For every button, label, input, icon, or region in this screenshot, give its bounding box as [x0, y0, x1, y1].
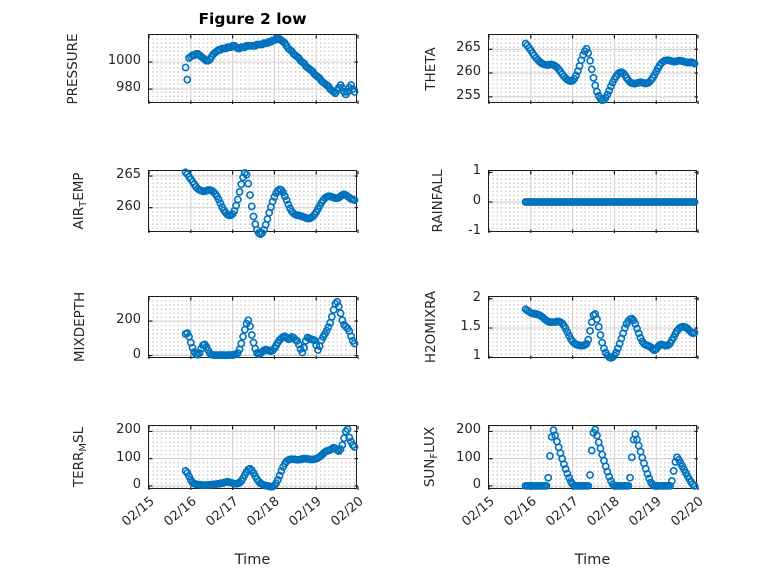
x-tick-label-col1: 02/16	[501, 494, 540, 530]
y-tick-label-theta: 255	[456, 87, 481, 103]
y-tick-label-mixdepth: 200	[116, 312, 141, 328]
series-theta	[521, 39, 699, 105]
plot-terr-msl	[148, 425, 359, 491]
x-tick-label-col1: 02/15	[459, 494, 498, 530]
x-axis-label-col0: Time	[234, 552, 271, 568]
y-tick-label-terr-msl: 100	[116, 449, 141, 465]
series-h2omixra	[521, 305, 699, 362]
y-tick-label-rainfall: -1	[468, 222, 481, 238]
y-tick-label-h2omixra: 1	[472, 348, 481, 364]
y-axis-label-air-temp: AIRTEMP	[71, 172, 90, 230]
series-air-temp	[181, 168, 359, 239]
y-tick-label-pressure: 980	[116, 80, 141, 96]
plot-sun-flux	[488, 425, 699, 490]
plot-area-sun-flux	[488, 425, 699, 490]
y-axis-label-rainfall: RAINFALL	[430, 169, 447, 233]
x-tick-label-col1: 02/17	[542, 494, 582, 530]
y-tick-label-terr-msl: 200	[116, 422, 141, 438]
plot-rainfall	[488, 170, 699, 233]
y-axis-label-h2omixra: H2OMIXRA	[423, 290, 440, 364]
y-tick-label-h2omixra: 1.5	[460, 319, 481, 334]
plot-h2omixra	[488, 296, 699, 362]
y-axis-label-terr-msl: TERRMSL	[71, 426, 90, 488]
series-mixdepth	[181, 297, 359, 360]
x-tick-label-col1: 02/19	[626, 494, 665, 530]
y-axis-label-pressure: PRESSURE	[64, 33, 81, 104]
y-tick-label-mixdepth: 0	[132, 346, 141, 362]
y-tick-label-h2omixra: 2	[472, 289, 481, 305]
x-tick-label-col0: 02/18	[244, 494, 284, 530]
plot-area-terr-msl	[148, 425, 359, 491]
plot-theta	[488, 34, 699, 105]
y-axis-label-theta: THETA	[423, 46, 440, 91]
y-axis-label-sun-flux: SUNFLUX	[422, 426, 441, 488]
y-tick-label-terr-msl: 0	[132, 476, 141, 492]
series-pressure	[181, 35, 359, 99]
plot-area-air-temp	[148, 168, 359, 239]
y-tick-label-theta: 265	[456, 40, 481, 56]
plot-area-theta	[488, 35, 699, 105]
plot-area-pressure	[148, 35, 359, 104]
x-axis-label-col1: Time	[574, 552, 611, 568]
y-tick-label-rainfall: 0	[472, 193, 481, 208]
series-sun-flux	[521, 425, 699, 490]
y-axis-label-mixdepth: MIXDEPTH	[72, 291, 89, 363]
x-tick-label-col1: 02/18	[584, 494, 624, 530]
x-tick-label-col0: 02/20	[328, 494, 367, 530]
figure-title: Figure 2 low	[198, 10, 307, 28]
plot-area-h2omixra	[488, 297, 699, 362]
y-tick-label-theta: 260	[456, 64, 481, 80]
y-tick-label-sun-flux: 0	[472, 476, 481, 492]
y-tick-label-sun-flux: 200	[456, 422, 481, 438]
plot-air-temp	[148, 168, 359, 239]
x-tick-label-col1: 02/20	[668, 494, 707, 530]
y-tick-label-rainfall: 1	[472, 163, 481, 179]
x-tick-label-col0: 02/17	[202, 494, 242, 530]
series-rainfall	[521, 198, 699, 206]
plot-pressure	[148, 34, 359, 104]
y-tick-label-air-temp: 265	[116, 167, 141, 183]
y-tick-label-pressure: 1000	[107, 53, 141, 69]
x-tick-label-col0: 02/15	[119, 494, 158, 530]
y-tick-label-air-temp: 260	[116, 198, 141, 214]
plot-area-mixdepth	[148, 297, 359, 360]
x-tick-label-col0: 02/16	[161, 494, 200, 530]
x-tick-label-col0: 02/19	[286, 494, 325, 530]
plot-area-rainfall	[488, 171, 699, 233]
y-tick-label-sun-flux: 100	[456, 449, 481, 465]
plot-mixdepth	[148, 296, 359, 360]
series-terr-msl	[181, 425, 359, 491]
